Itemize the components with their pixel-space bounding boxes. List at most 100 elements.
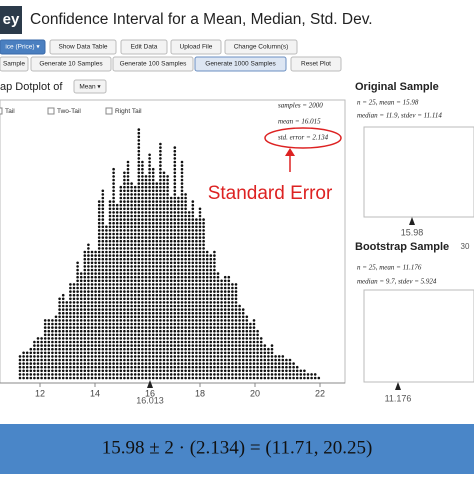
dot [144, 311, 148, 315]
dot [177, 347, 180, 351]
dot [267, 355, 270, 358]
button[interactable]: Sample [0, 56, 29, 72]
dot [198, 369, 202, 373]
dot [126, 286, 130, 290]
dot [223, 340, 227, 344]
dot [112, 254, 115, 257]
dot [133, 221, 137, 225]
dot [227, 297, 231, 301]
checkbox[interactable] [105, 107, 113, 115]
dot [166, 200, 169, 203]
dot [238, 376, 241, 380]
dot [115, 333, 119, 337]
dot [137, 319, 141, 322]
dot [162, 369, 166, 373]
dot [241, 322, 245, 326]
checkbox[interactable] [47, 107, 55, 115]
dot [40, 373, 43, 376]
dot [58, 373, 61, 376]
dot [252, 340, 256, 344]
button[interactable]: Edit Data [120, 39, 168, 55]
dot [180, 193, 184, 196]
dot [148, 362, 151, 365]
dot [180, 257, 184, 261]
dot [155, 322, 159, 326]
button[interactable]: Reset Plot [290, 56, 342, 72]
button[interactable]: Generate 10 Samples [30, 56, 112, 72]
dot [115, 322, 119, 326]
dot [76, 293, 79, 297]
dot [155, 355, 159, 358]
dot [130, 214, 133, 218]
dot [173, 272, 177, 275]
dot [184, 329, 187, 333]
dot [180, 279, 184, 283]
dot [105, 311, 108, 315]
dot [115, 272, 119, 275]
dot [198, 250, 202, 254]
dot [177, 243, 180, 247]
checkbox[interactable] [0, 107, 3, 115]
dot [252, 362, 256, 365]
dot [112, 200, 115, 203]
dot [148, 308, 151, 311]
dot [184, 218, 187, 221]
dot [238, 315, 241, 319]
button[interactable]: Show Data Table [49, 39, 117, 55]
dot [180, 254, 184, 257]
dot [205, 283, 209, 286]
dot [162, 243, 166, 247]
dot [133, 232, 137, 236]
dot [83, 293, 87, 297]
stat-select[interactable]: Mean ▾ [73, 79, 107, 94]
dot [220, 373, 223, 376]
dot [133, 225, 137, 229]
button[interactable]: Generate 100 Samples [112, 56, 194, 72]
dot [234, 301, 238, 304]
dot [195, 355, 198, 358]
dot [187, 290, 191, 293]
dot [195, 290, 198, 293]
dot [191, 304, 195, 308]
dot [83, 362, 87, 365]
button[interactable]: Generate 1000 Samples [194, 56, 287, 72]
dot [249, 322, 252, 326]
dot [187, 214, 191, 218]
dot [130, 279, 133, 283]
dot [47, 358, 51, 362]
dot [195, 293, 198, 297]
dot [191, 218, 195, 221]
dot [169, 207, 173, 211]
dot [130, 355, 133, 358]
button[interactable]: Upload File [170, 39, 222, 55]
dot [148, 164, 151, 167]
dot [195, 254, 198, 257]
dot [123, 355, 126, 358]
dot [97, 355, 101, 358]
dot [231, 355, 234, 358]
dot [209, 311, 213, 315]
dot [202, 351, 205, 355]
dot [259, 337, 263, 340]
dot [256, 340, 259, 344]
dot [101, 347, 105, 351]
dot [22, 355, 25, 358]
dot [36, 344, 40, 347]
dot [133, 301, 137, 304]
dot [198, 362, 202, 365]
button[interactable]: Change Column(s) [224, 39, 298, 55]
dot [65, 369, 69, 373]
button-bg [112, 56, 194, 72]
dot [220, 304, 223, 308]
dot [126, 272, 130, 275]
dot [58, 301, 61, 304]
dot [191, 265, 195, 268]
dot [97, 333, 101, 337]
dot [159, 175, 162, 178]
dot [238, 344, 241, 347]
dot [148, 286, 151, 290]
dot [90, 355, 94, 358]
dot [187, 265, 191, 268]
dot [198, 304, 202, 308]
button[interactable]: ice (Price) ▾ [0, 39, 46, 55]
